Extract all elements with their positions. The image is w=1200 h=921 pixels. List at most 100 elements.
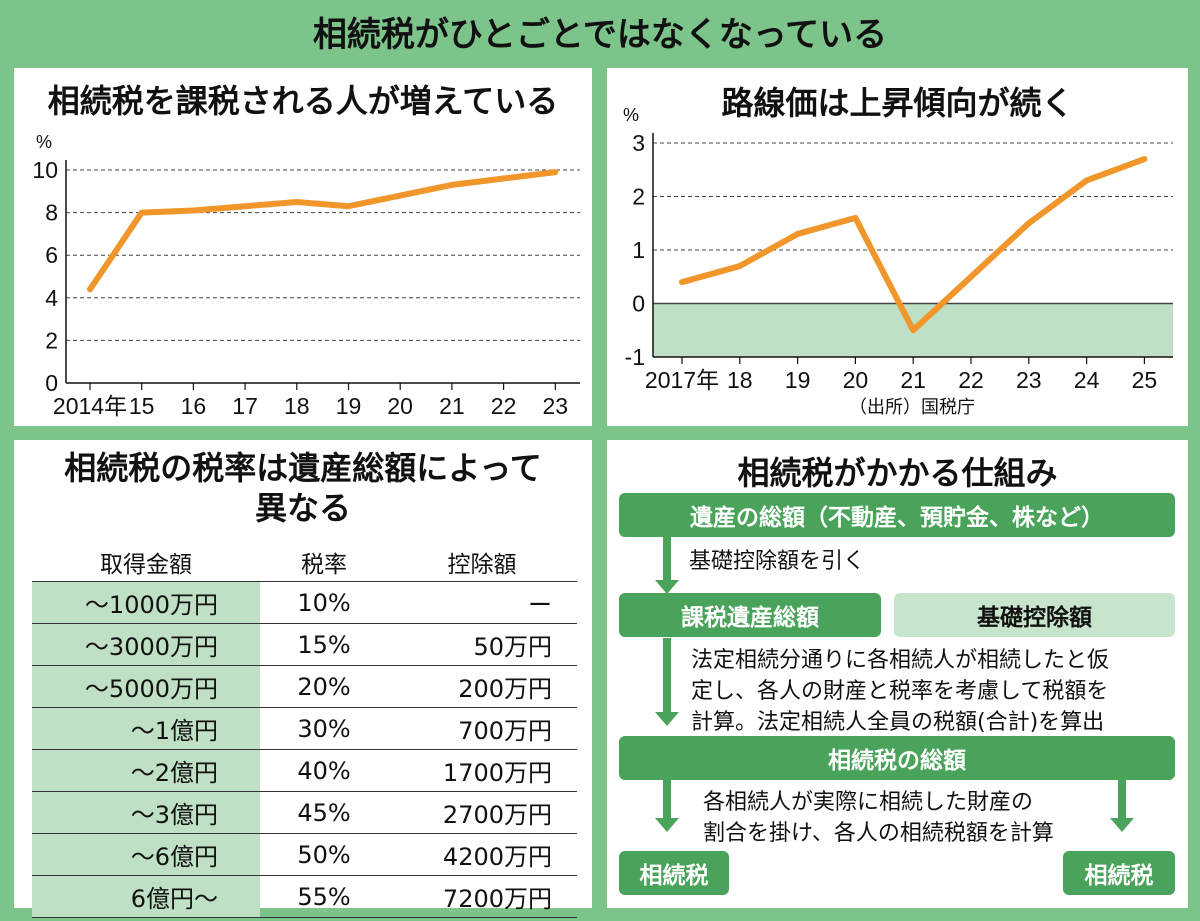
cell-amount: ～3000万円 [32,624,260,665]
x-tick-label: 18 [727,367,753,393]
x-tick-label: 15 [129,393,155,419]
y-unit-label: % [36,132,52,152]
cell-amount: 6億円～ [32,876,260,917]
x-tick-label: 22 [491,393,517,419]
cell-rate: 45% [297,798,351,827]
chart2-title: 路線価は上昇傾向が続く [721,84,1074,122]
cell-deduction: ー [528,591,552,619]
step2-line1: 法定相続分通りに各相続人が相続したと仮 [691,648,1110,673]
y-tick-label: 0 [45,370,58,396]
y-unit-label: % [623,105,639,125]
arrow2-shaft [663,638,671,714]
arrow3-head [655,818,679,832]
cell-rate: 15% [297,630,351,659]
arrow1-head [655,580,679,594]
y-tick-label: 2 [45,327,58,353]
table-row: ～3億円 45% 2700万円 [32,791,577,833]
cell-deduction: 1700万円 [442,759,552,787]
chart1-svg: 0 2 4 6 8 10% 2014年 15 16 17 18 19 20 21 22 23 [32,132,580,419]
y-tick-label: 0 [632,291,645,317]
box-heir-tax-left: 相続税 [619,851,729,895]
cell-amount: ～1000万円 [32,582,260,623]
table-row: ～5000万円 20% 200万円 [32,665,577,707]
table-row: ～3000万円 15% 50万円 [32,623,577,665]
arrow2-head [655,712,679,726]
cell-deduction: 700万円 [458,717,552,745]
x-tick-label: 18 [284,393,310,419]
x-tick-label: 2014年 [53,393,127,419]
cell-rate: 55% [297,882,351,911]
cell-amount: ～1億円 [32,708,260,749]
cell-rate: 40% [297,756,351,785]
table-title-line1: 相続税の税率は遺産総額によって [64,449,542,487]
step2-line2: 定し、各人の財産と税率を考慮して税額を [691,679,1109,704]
box-heir-tax-right: 相続税 [1063,851,1175,895]
table-row: ～1億円 30% 700万円 [32,707,577,749]
y-tick-label: 4 [45,285,58,311]
cell-deduction: 7200万円 [442,885,552,913]
step3-line2: 割合を掛け、各人の相続税額を計算 [703,821,1054,846]
table-body: ～1000万円 10% ー ～3000万円 15% 50万円 ～5000万円 20% 200万円… [32,581,577,918]
y-tick-label: 10 [32,157,58,183]
table-row: ～6億円 50% 4200万円 [32,833,577,875]
x-tick-label: 21 [439,393,465,419]
x-tick-label: 21 [900,367,926,393]
arrow3-shaft [663,780,671,820]
x-tick-label: 19 [785,367,811,393]
x-tick-label: 20 [387,393,413,419]
table-row: ～1000万円 10% ー [32,581,577,623]
source-note: （出所）国税庁 [849,397,975,417]
arrow4-head [1110,818,1134,832]
table-header: 取得金額 税率 控除額 [32,543,577,581]
cell-amount: ～6億円 [32,834,260,875]
x-tick-label: 23 [543,393,569,419]
cell-amount: ～2億円 [32,750,260,791]
y-tick-label: -1 [625,344,645,370]
y-tick-label: 3 [632,130,645,156]
box-taxable-estate: 課税遺産総額 [619,593,881,637]
step-statutory-calc: 法定相続分通りに各相続人が相続したと仮 定し、各人の財産と税率を考慮して税額を … [691,645,1109,738]
y-tick-label: 8 [45,200,58,226]
mechanism-flow-panel: 相続税がかかる仕組み 遺産の総額（不動産、預貯金、株など） 基礎控除額を引く 課… [607,440,1188,908]
y-tick-label: 2 [632,184,645,210]
cell-amount: ～3億円 [32,792,260,833]
x-tick-label: 22 [958,367,984,393]
header-deduction: 控除額 [447,552,517,578]
cell-rate: 10% [297,588,351,617]
step2-line3: 計算。法定相続人全員の税額(合計)を算出 [691,710,1105,735]
chart-panel-taxpayers: 相続税を課税される人が増えている 0 2 4 6 8 10% 2014年 15 16 17 18 19… [14,68,592,426]
step-individual-calc: 各相続人が実際に相続した財産の 割合を掛け、各人の相続税額を計算 [703,787,1054,849]
tax-rate-table-panel: 相続税の税率は遺産総額によって 異なる 取得金額 税率 控除額 ～1000万円 1… [14,440,592,918]
x-tick-label: 23 [1016,367,1042,393]
chart-panel-land-price: 路線価は上昇傾向が続く -1 0 1 2 3% 2017年 18 19 20 21 22 23 24 25… [607,68,1188,426]
y-tick-label: 6 [45,242,58,268]
cell-rate: 20% [297,672,351,701]
cell-deduction: 50万円 [473,633,552,661]
step3-line1: 各相続人が実際に相続した財産の [703,790,1034,815]
tax-rate-table: 取得金額 税率 控除額 ～1000万円 10% ー ～3000万円 15% 50万円 ～50… [32,543,577,918]
cell-deduction: 2700万円 [442,801,552,829]
x-tick-label: 17 [232,393,258,419]
header-amount: 取得金額 [100,552,192,578]
flow-arrows [655,536,1134,832]
x-tick-label: 25 [1132,367,1158,393]
table-row: ～2億円 40% 1700万円 [32,749,577,791]
box-total-inheritance-tax: 相続税の総額 [619,736,1175,780]
chart1-title: 相続税を課税される人が増えている [47,82,559,120]
table-row: 6億円～ 55% 7200万円 [32,875,577,918]
y-tick-label: 1 [632,237,645,263]
box-basic-deduction: 基礎控除額 [894,593,1175,637]
x-tick-label: 24 [1074,367,1100,393]
table-title: 相続税の税率は遺産総額によって 異なる [14,448,592,528]
x-tick-label: 16 [181,393,207,419]
x-tick-label: 2017年 [645,367,719,393]
series-line [87,169,559,293]
cell-deduction: 4200万円 [442,843,552,871]
x-tick-label: 20 [843,367,869,393]
table-title-line2: 異なる [254,489,351,527]
flow-title: 相続税がかかる仕組み [737,454,1058,492]
arrow4-shaft [1118,780,1126,820]
x-tick-label: 19 [336,393,362,419]
box-total-estate: 遺産の総額（不動産、預貯金、株など） [619,493,1175,537]
